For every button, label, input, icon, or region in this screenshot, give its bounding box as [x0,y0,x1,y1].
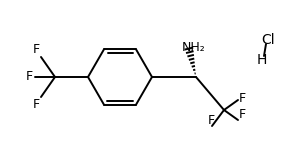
Text: F: F [239,93,246,106]
Text: NH₂: NH₂ [182,41,206,54]
Text: F: F [207,114,215,127]
Text: Cl: Cl [261,33,275,47]
Text: H: H [257,53,267,67]
Text: F: F [33,43,40,56]
Text: F: F [26,71,33,84]
Text: F: F [33,98,40,111]
Text: F: F [239,108,246,121]
